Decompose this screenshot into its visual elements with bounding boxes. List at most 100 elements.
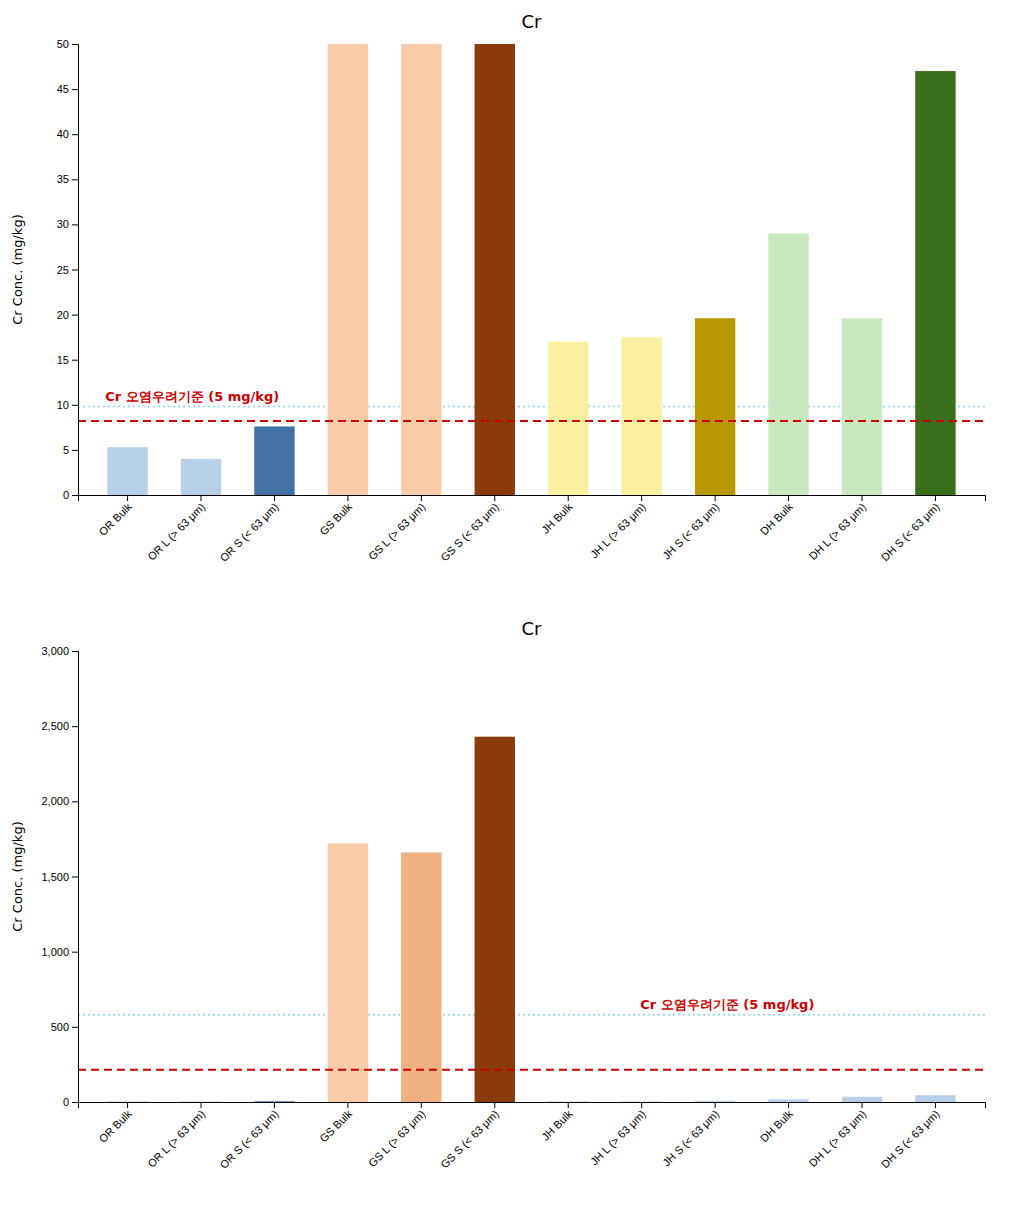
y-tick-label: 45 [57, 83, 69, 95]
y-tick-label: 15 [57, 354, 69, 366]
x-tick-label: JH S (< 63 μm) [660, 501, 721, 562]
axis-line [79, 1103, 986, 1109]
x-tick-label: DH Bulk [758, 500, 795, 537]
x-axis: OR BulkOR L (> 63 μm)OR S (< 63 μm)GS Bu… [79, 1102, 986, 1171]
bar [328, 44, 368, 495]
bar [695, 318, 735, 495]
x-tick-label: OR Bulk [96, 500, 134, 538]
tick-mark [72, 450, 78, 451]
x-tick-label: OR S (< 63 μm) [217, 1108, 280, 1171]
x-tick: DH Bulk [758, 1102, 795, 1145]
y-tick-label: 20 [57, 309, 69, 321]
y-tick-label: 2,000 [41, 795, 69, 807]
bar [915, 1095, 955, 1102]
x-tick-label: DH L (> 63 μm) [806, 1108, 868, 1170]
y-tick-label: 0 [63, 1096, 69, 1108]
y-tick-label: 30 [57, 218, 69, 230]
y-tick: 30 [57, 218, 78, 230]
x-tick-label: JH L (> 63 μm) [588, 1108, 648, 1168]
x-tick-label: DH S (< 63 μm) [879, 1108, 942, 1171]
x-tick: OR S (< 63 μm) [217, 1102, 280, 1171]
x-tick: GS S (< 63 μm) [438, 495, 501, 563]
bar [915, 71, 955, 495]
x-tick: JH L (> 63 μm) [588, 1102, 648, 1168]
tick-mark [421, 495, 422, 501]
x-tick-label: JH Bulk [539, 1107, 575, 1143]
tick-mark [641, 495, 642, 501]
tick-mark [641, 1102, 642, 1108]
bar [254, 1101, 294, 1102]
y-tick: 25 [57, 264, 78, 276]
bar [548, 342, 588, 495]
y-axis-title: Cr Conc. (mg/kg) [10, 214, 25, 324]
tick-mark [347, 495, 348, 501]
bar [401, 852, 441, 1102]
y-tick: 45 [57, 83, 78, 95]
axis-line [72, 652, 79, 1103]
tick-mark [72, 952, 78, 953]
bar [181, 1101, 221, 1102]
x-axis: OR BulkOR L (> 63 μm)OR S (< 63 μm)GS Bu… [79, 495, 986, 564]
y-tick: 10 [57, 399, 78, 411]
bar [475, 737, 515, 1102]
y-tick-label: 2,500 [41, 720, 69, 732]
tick-mark [72, 405, 78, 406]
tick-mark [201, 495, 202, 501]
x-tick-label: GS L (> 63 μm) [366, 501, 428, 563]
reference-line [78, 1014, 985, 1016]
x-tick: DH L (> 63 μm) [806, 1102, 868, 1169]
y-tick: 5 [63, 444, 78, 456]
title: Cr [522, 11, 543, 32]
tick-mark [127, 1102, 128, 1108]
reference-line-label: Cr 오염우려기준 (5 mg/kg) [105, 389, 279, 404]
tick-mark [72, 315, 78, 316]
reference-line-label: Cr 오염우려기준 (5 mg/kg) [640, 997, 814, 1012]
y-axis-title: Cr Conc. (mg/kg) [10, 821, 25, 931]
plot-area [78, 44, 985, 495]
y-tick: 3,000 [41, 645, 78, 657]
y-tick: 0 [63, 1096, 78, 1108]
tick-mark [72, 270, 78, 271]
y-axis: 05101520253035404550 [57, 38, 79, 501]
tick-mark [347, 1102, 348, 1108]
tick-mark [72, 877, 78, 878]
tick-mark [72, 495, 78, 496]
x-tick: JH Bulk [539, 495, 575, 536]
tick-mark [274, 495, 275, 501]
x-tick: GS S (< 63 μm) [438, 1102, 501, 1170]
x-tick-label: DH Bulk [758, 1107, 795, 1144]
x-tick: JH L (> 63 μm) [588, 495, 648, 561]
y-tick-label: 500 [51, 1021, 69, 1033]
tick-mark [861, 1102, 862, 1108]
chart-canvas: OR BulkOR L (> 63 μm)OR S (< 63 μm)GS Bu… [0, 0, 1009, 1214]
tick-mark [788, 1102, 789, 1108]
axis-line [79, 496, 986, 502]
bar [254, 426, 294, 495]
x-tick: DH S (< 63 μm) [879, 495, 942, 563]
bar [107, 1101, 147, 1102]
tick-mark [568, 495, 569, 501]
y-tick-label: 0 [63, 489, 69, 501]
tick-mark [935, 495, 936, 501]
x-tick: JH S (< 63 μm) [660, 1102, 721, 1169]
tick-mark [72, 1102, 78, 1103]
bar [842, 318, 882, 495]
x-tick-label: JH S (< 63 μm) [660, 1108, 721, 1169]
panel: OR BulkOR L (> 63 μm)OR S (< 63 μm)GS Bu… [10, 618, 986, 1171]
y-tick: 2,500 [41, 720, 78, 732]
tick-mark [72, 360, 78, 361]
x-tick-label: GS S (< 63 μm) [438, 1108, 501, 1171]
bar [401, 44, 441, 495]
tick-mark [72, 134, 78, 135]
tick-mark [861, 495, 862, 501]
x-tick-label: OR L (> 63 μm) [145, 501, 207, 563]
tick-mark [72, 89, 78, 90]
x-tick-label: OR Bulk [96, 1107, 134, 1145]
tick-mark [72, 179, 78, 180]
bar [548, 1101, 588, 1102]
tick-mark [715, 495, 716, 501]
tick-mark [568, 1102, 569, 1108]
bar [768, 233, 808, 495]
y-tick: 2,000 [41, 795, 78, 807]
y-tick-label: 1,500 [41, 871, 69, 883]
